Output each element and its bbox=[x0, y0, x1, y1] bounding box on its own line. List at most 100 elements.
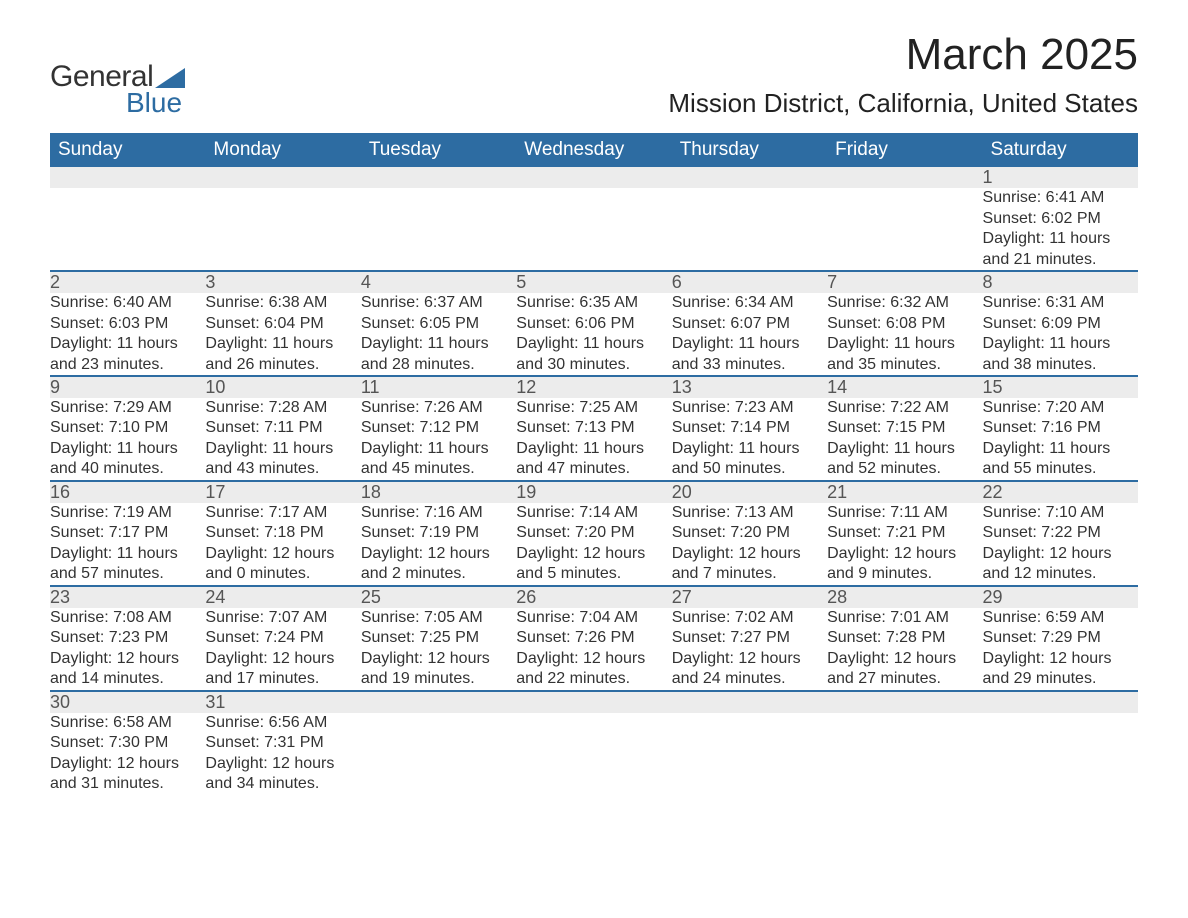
day-number-cell: 20 bbox=[672, 481, 827, 503]
day-number-cell bbox=[827, 167, 982, 188]
day-number-cell bbox=[672, 691, 827, 713]
weekday-header: Friday bbox=[827, 133, 982, 167]
day-number-cell bbox=[205, 167, 360, 188]
day-data-cell: Sunrise: 6:37 AMSunset: 6:05 PMDaylight:… bbox=[361, 293, 516, 376]
weekday-header: Sunday bbox=[50, 133, 205, 167]
day-number-cell: 27 bbox=[672, 586, 827, 608]
day-number-cell bbox=[50, 167, 205, 188]
day-number-cell: 19 bbox=[516, 481, 671, 503]
day-number-cell: 24 bbox=[205, 586, 360, 608]
day-number-cell: 11 bbox=[361, 376, 516, 398]
day-data-cell: Sunrise: 7:20 AMSunset: 7:16 PMDaylight:… bbox=[983, 398, 1138, 481]
weekday-header: Thursday bbox=[672, 133, 827, 167]
day-number-cell: 1 bbox=[983, 167, 1138, 188]
day-number-cell: 26 bbox=[516, 586, 671, 608]
calendar-data-row: Sunrise: 6:41 AMSunset: 6:02 PMDaylight:… bbox=[50, 188, 1138, 271]
day-number-cell: 17 bbox=[205, 481, 360, 503]
day-number-cell: 14 bbox=[827, 376, 982, 398]
day-number-cell: 3 bbox=[205, 271, 360, 293]
day-number-cell: 28 bbox=[827, 586, 982, 608]
day-data-cell: Sunrise: 7:05 AMSunset: 7:25 PMDaylight:… bbox=[361, 608, 516, 691]
day-data-cell: Sunrise: 7:01 AMSunset: 7:28 PMDaylight:… bbox=[827, 608, 982, 691]
calendar-daynum-row: 1 bbox=[50, 167, 1138, 188]
day-number-cell: 23 bbox=[50, 586, 205, 608]
day-number-cell bbox=[827, 691, 982, 713]
day-number-cell: 22 bbox=[983, 481, 1138, 503]
day-data-cell: Sunrise: 7:04 AMSunset: 7:26 PMDaylight:… bbox=[516, 608, 671, 691]
title-block: March 2025 Mission District, California,… bbox=[668, 30, 1138, 119]
calendar-data-row: Sunrise: 7:08 AMSunset: 7:23 PMDaylight:… bbox=[50, 608, 1138, 691]
day-number-cell: 18 bbox=[361, 481, 516, 503]
day-data-cell bbox=[516, 713, 671, 795]
day-data-cell: Sunrise: 7:08 AMSunset: 7:23 PMDaylight:… bbox=[50, 608, 205, 691]
day-data-cell bbox=[672, 188, 827, 271]
day-data-cell bbox=[361, 188, 516, 271]
day-data-cell: Sunrise: 7:28 AMSunset: 7:11 PMDaylight:… bbox=[205, 398, 360, 481]
day-number-cell: 2 bbox=[50, 271, 205, 293]
day-number-cell bbox=[672, 167, 827, 188]
day-data-cell: Sunrise: 6:38 AMSunset: 6:04 PMDaylight:… bbox=[205, 293, 360, 376]
day-data-cell: Sunrise: 7:10 AMSunset: 7:22 PMDaylight:… bbox=[983, 503, 1138, 586]
day-data-cell bbox=[516, 188, 671, 271]
day-number-cell bbox=[361, 167, 516, 188]
page-subtitle: Mission District, California, United Sta… bbox=[668, 88, 1138, 119]
day-data-cell: Sunrise: 7:22 AMSunset: 7:15 PMDaylight:… bbox=[827, 398, 982, 481]
day-data-cell bbox=[361, 713, 516, 795]
day-number-cell: 6 bbox=[672, 271, 827, 293]
day-number-cell bbox=[983, 691, 1138, 713]
day-number-cell bbox=[361, 691, 516, 713]
day-data-cell: Sunrise: 6:32 AMSunset: 6:08 PMDaylight:… bbox=[827, 293, 982, 376]
weekday-header: Tuesday bbox=[361, 133, 516, 167]
day-data-cell: Sunrise: 7:25 AMSunset: 7:13 PMDaylight:… bbox=[516, 398, 671, 481]
day-data-cell: Sunrise: 7:11 AMSunset: 7:21 PMDaylight:… bbox=[827, 503, 982, 586]
weekday-header-row: SundayMondayTuesdayWednesdayThursdayFrid… bbox=[50, 133, 1138, 167]
day-number-cell: 21 bbox=[827, 481, 982, 503]
day-number-cell: 31 bbox=[205, 691, 360, 713]
day-number-cell: 4 bbox=[361, 271, 516, 293]
day-data-cell: Sunrise: 7:29 AMSunset: 7:10 PMDaylight:… bbox=[50, 398, 205, 481]
day-data-cell bbox=[983, 713, 1138, 795]
day-number-cell: 12 bbox=[516, 376, 671, 398]
day-data-cell: Sunrise: 6:34 AMSunset: 6:07 PMDaylight:… bbox=[672, 293, 827, 376]
day-data-cell: Sunrise: 6:56 AMSunset: 7:31 PMDaylight:… bbox=[205, 713, 360, 795]
day-data-cell: Sunrise: 7:13 AMSunset: 7:20 PMDaylight:… bbox=[672, 503, 827, 586]
weekday-header: Wednesday bbox=[516, 133, 671, 167]
page-header: General Blue March 2025 Mission District… bbox=[50, 30, 1138, 119]
calendar-daynum-row: 16171819202122 bbox=[50, 481, 1138, 503]
day-data-cell: Sunrise: 6:41 AMSunset: 6:02 PMDaylight:… bbox=[983, 188, 1138, 271]
calendar-data-row: Sunrise: 7:19 AMSunset: 7:17 PMDaylight:… bbox=[50, 503, 1138, 586]
logo: General Blue bbox=[50, 60, 185, 119]
calendar-data-row: Sunrise: 6:40 AMSunset: 6:03 PMDaylight:… bbox=[50, 293, 1138, 376]
calendar-daynum-row: 23242526272829 bbox=[50, 586, 1138, 608]
calendar-data-row: Sunrise: 7:29 AMSunset: 7:10 PMDaylight:… bbox=[50, 398, 1138, 481]
day-number-cell: 7 bbox=[827, 271, 982, 293]
weekday-header: Saturday bbox=[983, 133, 1138, 167]
day-data-cell bbox=[827, 188, 982, 271]
day-number-cell: 25 bbox=[361, 586, 516, 608]
calendar-data-row: Sunrise: 6:58 AMSunset: 7:30 PMDaylight:… bbox=[50, 713, 1138, 795]
day-number-cell: 13 bbox=[672, 376, 827, 398]
day-data-cell: Sunrise: 7:19 AMSunset: 7:17 PMDaylight:… bbox=[50, 503, 205, 586]
day-data-cell: Sunrise: 7:26 AMSunset: 7:12 PMDaylight:… bbox=[361, 398, 516, 481]
day-number-cell: 15 bbox=[983, 376, 1138, 398]
weekday-header: Monday bbox=[205, 133, 360, 167]
day-number-cell bbox=[516, 167, 671, 188]
day-data-cell: Sunrise: 7:14 AMSunset: 7:20 PMDaylight:… bbox=[516, 503, 671, 586]
calendar-daynum-row: 9101112131415 bbox=[50, 376, 1138, 398]
day-data-cell bbox=[50, 188, 205, 271]
day-data-cell: Sunrise: 6:31 AMSunset: 6:09 PMDaylight:… bbox=[983, 293, 1138, 376]
day-data-cell: Sunrise: 7:17 AMSunset: 7:18 PMDaylight:… bbox=[205, 503, 360, 586]
day-number-cell: 5 bbox=[516, 271, 671, 293]
day-data-cell bbox=[672, 713, 827, 795]
day-data-cell: Sunrise: 7:16 AMSunset: 7:19 PMDaylight:… bbox=[361, 503, 516, 586]
page-title: March 2025 bbox=[668, 30, 1138, 80]
calendar-daynum-row: 3031 bbox=[50, 691, 1138, 713]
day-data-cell: Sunrise: 6:58 AMSunset: 7:30 PMDaylight:… bbox=[50, 713, 205, 795]
day-data-cell: Sunrise: 7:23 AMSunset: 7:14 PMDaylight:… bbox=[672, 398, 827, 481]
day-data-cell: Sunrise: 7:07 AMSunset: 7:24 PMDaylight:… bbox=[205, 608, 360, 691]
day-data-cell bbox=[205, 188, 360, 271]
calendar-body: 1 Sunrise: 6:41 AMSunset: 6:02 PMDayligh… bbox=[50, 167, 1138, 794]
day-number-cell bbox=[516, 691, 671, 713]
day-data-cell: Sunrise: 6:59 AMSunset: 7:29 PMDaylight:… bbox=[983, 608, 1138, 691]
day-data-cell bbox=[827, 713, 982, 795]
